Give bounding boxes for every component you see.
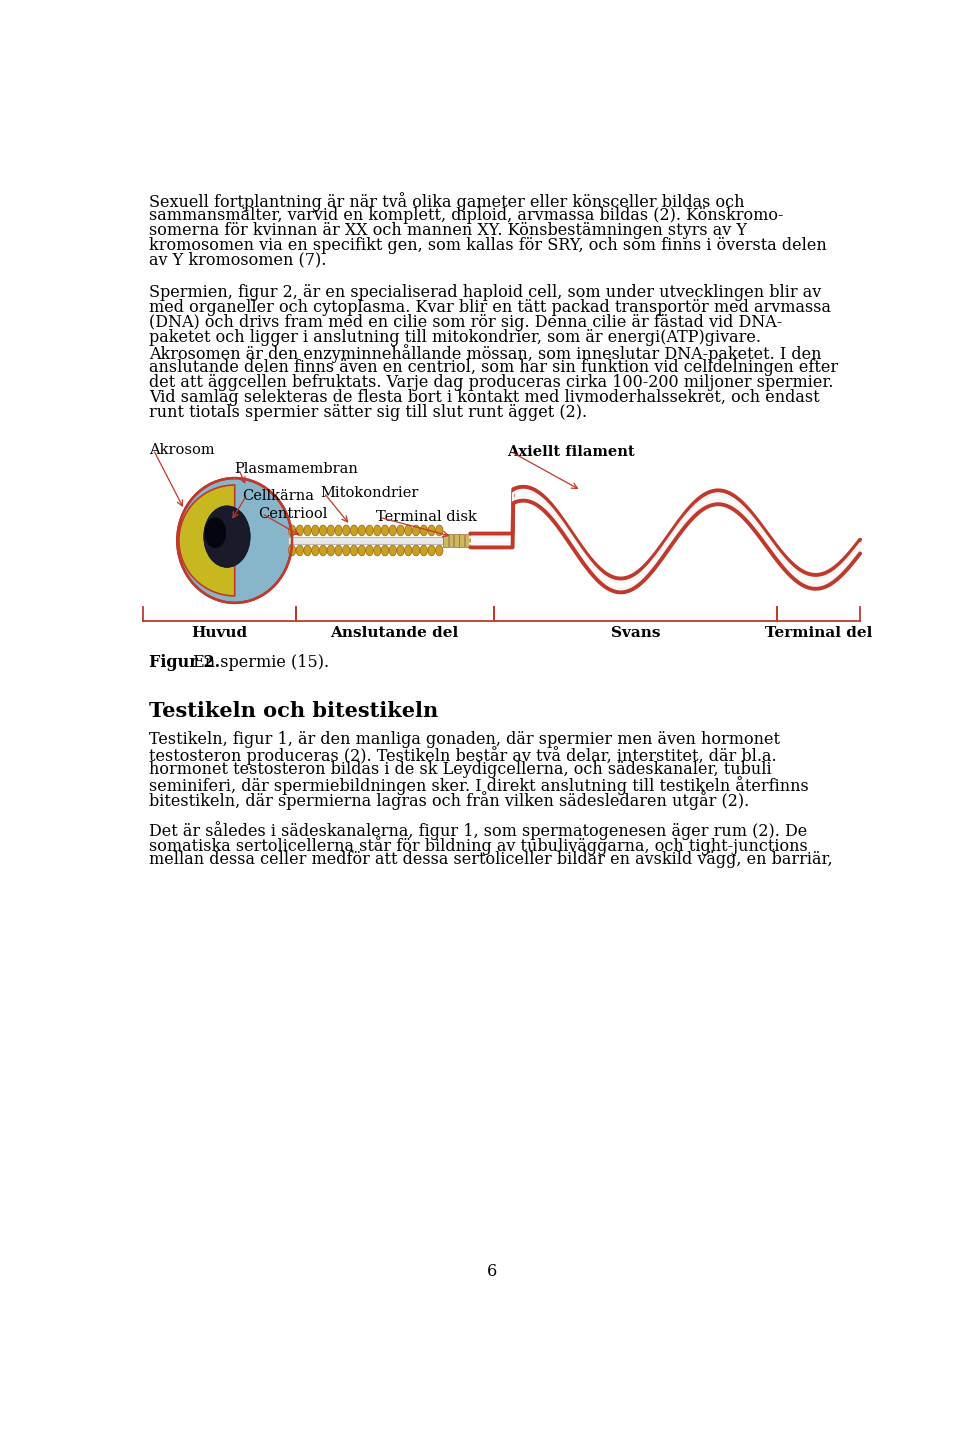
Ellipse shape xyxy=(296,545,303,556)
Ellipse shape xyxy=(288,545,296,556)
Text: det att äggcellen befruktats. Varje dag produceras cirka 100-200 miljoner spermi: det att äggcellen befruktats. Varje dag … xyxy=(150,374,834,390)
Ellipse shape xyxy=(304,526,311,536)
Bar xyxy=(288,537,444,545)
Ellipse shape xyxy=(312,545,319,556)
Ellipse shape xyxy=(389,526,396,536)
Text: Det är således i sädeskanalerna, figur 1, som spermatogenesen äger rum (2). De: Det är således i sädeskanalerna, figur 1… xyxy=(150,821,807,840)
Ellipse shape xyxy=(396,526,404,536)
Text: runt tiotals spermier sätter sig till slut runt ägget (2).: runt tiotals spermier sätter sig till sl… xyxy=(150,403,588,421)
Text: av Y kromosomen (7).: av Y kromosomen (7). xyxy=(150,252,326,269)
Ellipse shape xyxy=(396,545,404,556)
Ellipse shape xyxy=(413,526,420,536)
Text: Vid samlag selekteras de flesta bort i kontakt med livmoderhalssekret, och endas: Vid samlag selekteras de flesta bort i k… xyxy=(150,389,820,406)
Text: kromosomen via en specifikt gen, som kallas för SRY, och som finns i översta del: kromosomen via en specifikt gen, som kal… xyxy=(150,237,828,253)
Ellipse shape xyxy=(312,526,319,536)
Text: Huvud: Huvud xyxy=(192,626,248,641)
Ellipse shape xyxy=(327,526,334,536)
Text: Testikeln och bitestikeln: Testikeln och bitestikeln xyxy=(150,702,439,721)
Ellipse shape xyxy=(404,545,412,556)
Ellipse shape xyxy=(178,478,292,603)
Ellipse shape xyxy=(204,505,251,568)
Ellipse shape xyxy=(343,545,350,556)
Ellipse shape xyxy=(335,526,342,536)
Text: Testikeln, figur 1, är den manliga gonaden, där spermier men även hormonet: Testikeln, figur 1, är den manliga gonad… xyxy=(150,731,780,748)
Text: mellan dessa celler medför att dessa sertoliceller bildar en avskild vägg, en ba: mellan dessa celler medför att dessa ser… xyxy=(150,852,833,868)
Text: Axiellt filament: Axiellt filament xyxy=(508,446,636,459)
Text: Plasmamembran: Plasmamembran xyxy=(234,462,359,476)
Ellipse shape xyxy=(436,545,443,556)
Ellipse shape xyxy=(343,526,350,536)
Ellipse shape xyxy=(296,526,303,536)
Text: Centriool: Centriool xyxy=(258,507,327,520)
Ellipse shape xyxy=(373,526,381,536)
Text: somatiska sertolicellerna står för bildning av tubuliväggarna, och tight-junctio: somatiska sertolicellerna står för bildn… xyxy=(150,836,808,855)
Text: Akrosom: Akrosom xyxy=(150,443,215,457)
Text: Figur 2.: Figur 2. xyxy=(150,654,221,671)
Bar xyxy=(448,533,453,547)
Text: En spermie (15).: En spermie (15). xyxy=(188,654,329,671)
Ellipse shape xyxy=(366,545,373,556)
Ellipse shape xyxy=(381,526,389,536)
Text: 6: 6 xyxy=(487,1264,497,1280)
Ellipse shape xyxy=(373,545,381,556)
Ellipse shape xyxy=(320,545,326,556)
Ellipse shape xyxy=(436,526,443,536)
Bar xyxy=(465,533,469,547)
Text: med organeller och cytoplasma. Kvar blir en tätt packad transportör med arvmassa: med organeller och cytoplasma. Kvar blir… xyxy=(150,298,831,316)
Ellipse shape xyxy=(358,526,366,536)
Text: Akrosomen är den enzyminnehållande mössan, som inneslutar DNA-paketet. I den: Akrosomen är den enzyminnehållande mössa… xyxy=(150,344,822,363)
Ellipse shape xyxy=(428,545,435,556)
Text: Terminal disk: Terminal disk xyxy=(375,511,476,524)
Ellipse shape xyxy=(288,526,296,536)
Ellipse shape xyxy=(428,526,435,536)
Text: paketet och ligger i anslutning till mitokondrier, som är energi(ATP)givare.: paketet och ligger i anslutning till mit… xyxy=(150,329,761,345)
Ellipse shape xyxy=(335,545,342,556)
Ellipse shape xyxy=(366,526,373,536)
Ellipse shape xyxy=(320,526,326,536)
Text: somerna för kvinnan är XX och mannen XY. Könsbestämningen styrs av Y: somerna för kvinnan är XX och mannen XY.… xyxy=(150,221,748,239)
Ellipse shape xyxy=(381,545,389,556)
Ellipse shape xyxy=(389,545,396,556)
Text: bitestikeln, där spermierna lagras och från vilken sädesledaren utgår (2).: bitestikeln, där spermierna lagras och f… xyxy=(150,791,750,810)
Ellipse shape xyxy=(327,545,334,556)
Ellipse shape xyxy=(304,545,311,556)
Wedge shape xyxy=(179,485,234,596)
Ellipse shape xyxy=(204,517,227,547)
Text: Anslutande del: Anslutande del xyxy=(330,626,459,641)
Text: (DNA) och drivs fram med en cilie som rör sig. Denna cilie är fästad vid DNA-: (DNA) och drivs fram med en cilie som rö… xyxy=(150,313,782,331)
Bar xyxy=(454,533,459,547)
Text: Cellkärna: Cellkärna xyxy=(243,489,315,502)
Ellipse shape xyxy=(420,526,427,536)
Text: testosteron produceras (2). Testikeln består av två delar, interstitet, där bl.a: testosteron produceras (2). Testikeln be… xyxy=(150,745,777,764)
Text: Terminal del: Terminal del xyxy=(765,626,873,641)
Ellipse shape xyxy=(350,545,358,556)
Ellipse shape xyxy=(420,545,427,556)
Ellipse shape xyxy=(413,545,420,556)
Text: Svans: Svans xyxy=(611,626,660,641)
Ellipse shape xyxy=(404,526,412,536)
Text: anslutande delen finns även en centriol, som har sin funktion vid celldelningen : anslutande delen finns även en centriol,… xyxy=(150,358,839,376)
Bar xyxy=(460,533,464,547)
Text: Mitokondrier: Mitokondrier xyxy=(320,486,419,499)
Ellipse shape xyxy=(358,545,366,556)
Bar xyxy=(444,533,447,547)
Text: Sexuell fortplantning är när två olika gameter eller könsceller bildas och: Sexuell fortplantning är när två olika g… xyxy=(150,192,745,211)
Text: Spermien, figur 2, är en specialiserad haploid cell, som under utvecklingen blir: Spermien, figur 2, är en specialiserad h… xyxy=(150,284,822,301)
Ellipse shape xyxy=(350,526,358,536)
Text: sammansmälter, varvid en komplett, diploid, arvmassa bildas (2). Könskromo-: sammansmälter, varvid en komplett, diplo… xyxy=(150,207,784,224)
Text: seminiferi, där spermiebildningen sker. I direkt anslutning till testikeln återf: seminiferi, där spermiebildningen sker. … xyxy=(150,776,809,795)
Text: hormonet testosteron bildas i de sk Leydigcellerna, och sädeskanaler, tubuli: hormonet testosteron bildas i de sk Leyd… xyxy=(150,760,772,778)
